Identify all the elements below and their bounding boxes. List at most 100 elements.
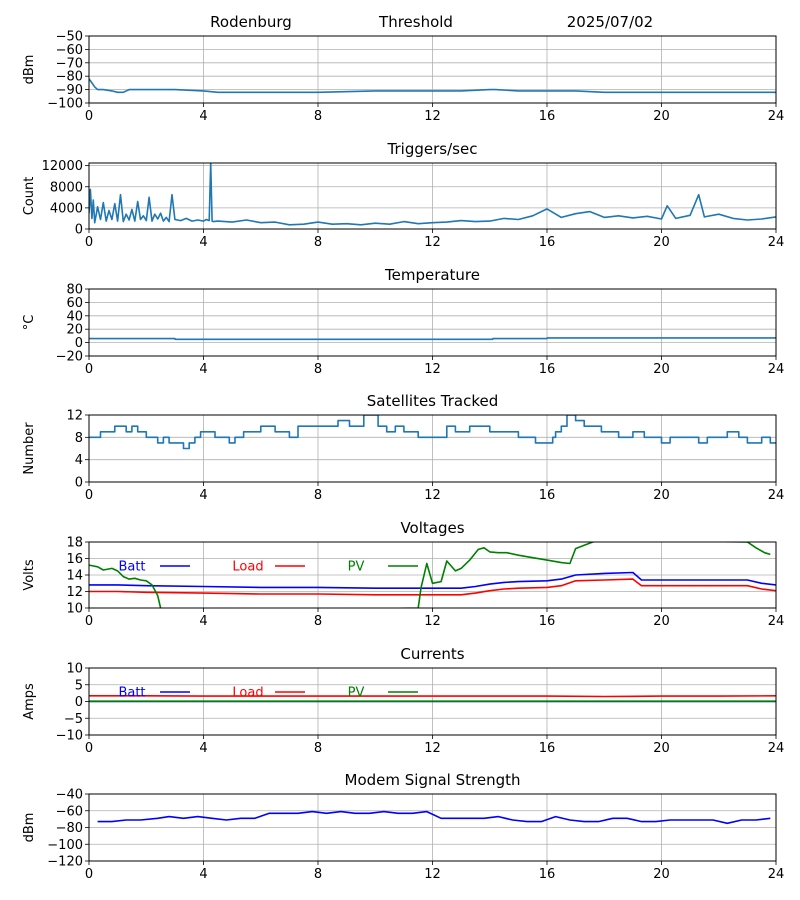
x-tick-label: 16 [539, 362, 556, 377]
x-tick-label: 8 [314, 867, 322, 882]
legend-label: Batt [118, 686, 145, 701]
x-tick-label: 24 [768, 488, 785, 503]
y-tick-label: 12 [66, 585, 83, 600]
x-tick-label: 20 [653, 362, 670, 377]
y-tick-label: 4 [75, 453, 83, 468]
x-tick-label: 24 [768, 741, 785, 756]
y-tick-label: 14 [66, 569, 83, 584]
x-tick-label: 8 [314, 741, 322, 756]
x-tick-label: 12 [424, 362, 441, 377]
y-tick-label: 20 [66, 323, 83, 338]
x-tick-label: 0 [85, 614, 93, 629]
series-line [89, 571, 776, 590]
legend-label: PV [348, 686, 365, 701]
x-tick-label: 0 [85, 109, 93, 124]
series-line [97, 810, 771, 825]
x-tick-label: 0 [85, 235, 93, 250]
legend-label: Load [232, 686, 263, 701]
y-tick-label: 0 [75, 223, 83, 238]
y-tick-label: −10 [56, 729, 83, 744]
x-tick-label: 16 [539, 867, 556, 882]
legend-label: Batt [118, 560, 145, 575]
series-group [89, 542, 776, 608]
panel-title: Temperature [384, 266, 480, 284]
y-axis-label: Count [22, 177, 37, 216]
x-tick-label: 4 [199, 109, 207, 124]
y-tick-label: −5 [64, 712, 83, 727]
x-tick-label: 24 [768, 867, 785, 882]
chart-panel: 0 4 8 12 16 20 24 −120 −100 −80 −60−40 Modem Signal… [22, 771, 784, 882]
y-tick-label: 4000 [50, 201, 83, 216]
x-tick-label: 20 [653, 109, 670, 124]
x-tick-label: 4 [199, 362, 207, 377]
y-axis-label: dBm [22, 55, 37, 85]
series-line [89, 163, 776, 226]
x-tick-label: 0 [85, 741, 93, 756]
x-tick-label: 12 [424, 741, 441, 756]
x-tick-label: 12 [424, 867, 441, 882]
y-tick-label: 12000 [42, 159, 83, 174]
x-tick-label: 8 [314, 488, 322, 503]
x-tick-label: 4 [199, 614, 207, 629]
series-line [89, 578, 776, 596]
x-tick-label: 24 [768, 362, 785, 377]
chart-panel: 0 4 8 12 16 20 24 −100−90−80−70−60−50 dBm [22, 30, 784, 125]
series-line [89, 694, 776, 698]
report-date: 2025/07/02 [567, 13, 653, 31]
x-tick-label: 20 [653, 235, 670, 250]
legend-label: Load [232, 560, 263, 575]
y-tick-label: 0 [75, 336, 83, 351]
y-tick-label: 40 [66, 309, 83, 324]
series-group [89, 415, 776, 450]
x-tick-label: 8 [314, 235, 322, 250]
panel-title: Triggers/sec [387, 140, 478, 158]
x-tick-label: 16 [539, 109, 556, 124]
y-tick-label: 8 [75, 431, 83, 446]
legend-label: PV [348, 560, 365, 575]
x-tick-label: 4 [199, 741, 207, 756]
panel-title: Currents [400, 645, 464, 663]
x-tick-label: 4 [199, 488, 207, 503]
y-tick-label: 0 [75, 695, 83, 710]
y-tick-label: −70 [56, 56, 83, 71]
panel-title: Modem Signal Strength [345, 771, 521, 789]
series-group [89, 694, 776, 703]
y-tick-label: −40 [56, 788, 83, 803]
x-tick-label: 8 [314, 362, 322, 377]
y-tick-label: 8000 [50, 180, 83, 195]
chart-panel: 0 4 8 12 16 20 24 0 4 8 12 Satellites Tracked Number [22, 392, 784, 503]
y-tick-label: −50 [56, 30, 83, 45]
y-tick-label: 18 [66, 536, 83, 551]
x-tick-label: 0 [85, 362, 93, 377]
y-tick-label: 5 [75, 678, 83, 693]
y-tick-label: 80 [66, 283, 83, 298]
y-axis-label: Amps [22, 683, 37, 720]
x-tick-label: 20 [653, 614, 670, 629]
series-line [89, 415, 776, 450]
y-tick-label: 10 [66, 662, 83, 677]
series-group [89, 337, 776, 341]
x-tick-label: 0 [85, 488, 93, 503]
mode-label: Threshold [378, 13, 453, 31]
y-tick-label: −60 [56, 804, 83, 819]
chart-panel: 0 4 8 12 16 20 24 0 4000 8000 12000 Triggers/sec Cou… [22, 140, 784, 250]
series-line [89, 337, 776, 341]
x-tick-label: 24 [768, 109, 785, 124]
y-tick-label: −60 [56, 43, 83, 58]
station-name: Rodenburg [210, 13, 292, 31]
y-tick-label: −120 [47, 855, 83, 870]
x-tick-label: 12 [424, 488, 441, 503]
panel-title: Voltages [400, 519, 464, 537]
y-tick-label: −20 [56, 350, 83, 365]
y-tick-label: −100 [47, 97, 83, 112]
series-group [97, 810, 771, 825]
y-axis-label: Volts [22, 559, 37, 591]
y-tick-label: 60 [66, 296, 83, 311]
x-tick-label: 4 [199, 867, 207, 882]
x-tick-label: 12 [424, 109, 441, 124]
x-tick-label: 24 [768, 614, 785, 629]
